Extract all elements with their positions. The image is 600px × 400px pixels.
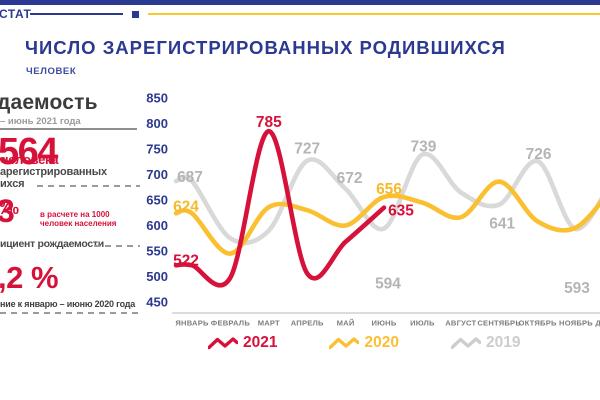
x-axis-label: АПРЕЛЬ	[291, 319, 324, 328]
births-caption-line1: арегистрированных	[0, 166, 107, 178]
x-axis-label: АВГУСТ	[445, 319, 476, 328]
x-axis-label: СЕНТЯБРЬ	[477, 319, 521, 328]
legend-label-2019: 2019	[485, 334, 521, 351]
permille-sign: ‰	[0, 197, 19, 219]
data-label-2021: 635	[388, 203, 414, 220]
data-label-2019: 739	[410, 139, 436, 156]
zigzag-line-icon	[450, 336, 481, 349]
legend-label-2020: 2020	[364, 334, 399, 351]
legend-item-2020: 2020	[329, 334, 399, 352]
series-line-2021	[173, 128, 387, 288]
stats-panel: даемость – июнь 2021 года 564 человека ар…	[0, 90, 145, 325]
x-axis-label: ОКТЯБРЬ	[519, 319, 557, 328]
data-label-2020: 624	[173, 198, 199, 215]
birth-rate-value: 3 ‰	[0, 195, 19, 227]
data-label-2019: 641	[489, 216, 515, 233]
x-axis-label: МАЙ	[337, 319, 355, 328]
header-square-mark	[132, 11, 139, 18]
x-axis-label: ФЕВРАЛЬ	[211, 319, 251, 328]
data-label-2020: 656	[376, 181, 402, 198]
births-caption-line2: ихся	[0, 178, 25, 190]
y-axis-tick: 750	[146, 142, 168, 157]
percent-change-value: ,2 %	[0, 260, 59, 295]
chart-legend: 2021 2020 2019	[208, 334, 520, 352]
page-title: ЧИСЛО ЗАРЕГИСТРИРОВАННЫХ РОДИВШИХСЯ	[25, 37, 506, 58]
data-label-2019: 726	[526, 146, 552, 163]
y-axis-tick: 500	[146, 269, 168, 284]
data-label-2019: 672	[337, 170, 363, 187]
x-axis-label: ИЮЛЬ	[410, 319, 435, 328]
births-total-number: 564	[0, 131, 58, 173]
page-subtitle: ЧЕЛОВЕК	[26, 66, 77, 77]
x-axis-label: МАРТ	[258, 319, 280, 328]
zigzag-line-icon	[329, 336, 360, 349]
header-yellow-rule	[148, 13, 600, 16]
comparison-caption: ние к январю – июню 2020 года	[0, 299, 136, 309]
zigzag-line-icon	[208, 336, 238, 349]
panel-period: – июнь 2021 года	[0, 116, 81, 127]
data-label-2019: 727	[294, 141, 320, 158]
birth-rate-note-line2: человек населения	[40, 218, 117, 228]
x-axis-label: ИЮНЬ	[371, 319, 396, 328]
y-axis-tick: 650	[146, 193, 168, 208]
legend-label-2021: 2021	[243, 334, 278, 351]
data-label-2019: 593	[564, 280, 590, 297]
series-line-2019	[173, 151, 600, 246]
data-label-2019: 687	[177, 169, 203, 186]
births-total-unit: человека	[1, 152, 59, 167]
rosstat-logo-fragment: СТАТ	[0, 7, 32, 21]
y-axis-tick: 850	[146, 91, 168, 106]
panel-heading: даемость	[0, 91, 98, 114]
y-axis-tick: 600	[146, 218, 168, 233]
panel-divider	[0, 128, 137, 130]
data-label-2021: 785	[256, 114, 282, 131]
x-axis-label: ЯНВАРЬ	[175, 319, 209, 328]
x-axis-label: ДЕКАБРЬ	[595, 319, 600, 328]
legend-item-2019: 2019	[450, 334, 521, 352]
birth-rate-note-line1: в расчете на 1000	[40, 210, 110, 219]
dashed-divider	[94, 245, 140, 247]
birth-rate-number: 3	[0, 193, 15, 229]
y-axis-tick: 550	[146, 244, 168, 259]
dashed-divider	[37, 185, 140, 187]
coefficient-caption: ициент рождаемости	[0, 238, 104, 250]
header-blue-rule	[30, 13, 123, 16]
x-axis-label: НОЯБРЬ	[559, 319, 593, 328]
y-axis-tick: 700	[146, 167, 168, 182]
series-line-2020	[173, 179, 600, 256]
data-label-2019: 594	[375, 276, 401, 293]
top-accent-bar	[0, 0, 600, 5]
births-total-value: 564 человека	[0, 131, 59, 173]
y-axis-tick: 450	[146, 295, 168, 310]
dashed-divider	[0, 312, 141, 314]
data-label-2021: 522	[173, 252, 199, 269]
y-axis-tick: 800	[146, 116, 168, 131]
legend-item-2021: 2021	[208, 334, 277, 352]
